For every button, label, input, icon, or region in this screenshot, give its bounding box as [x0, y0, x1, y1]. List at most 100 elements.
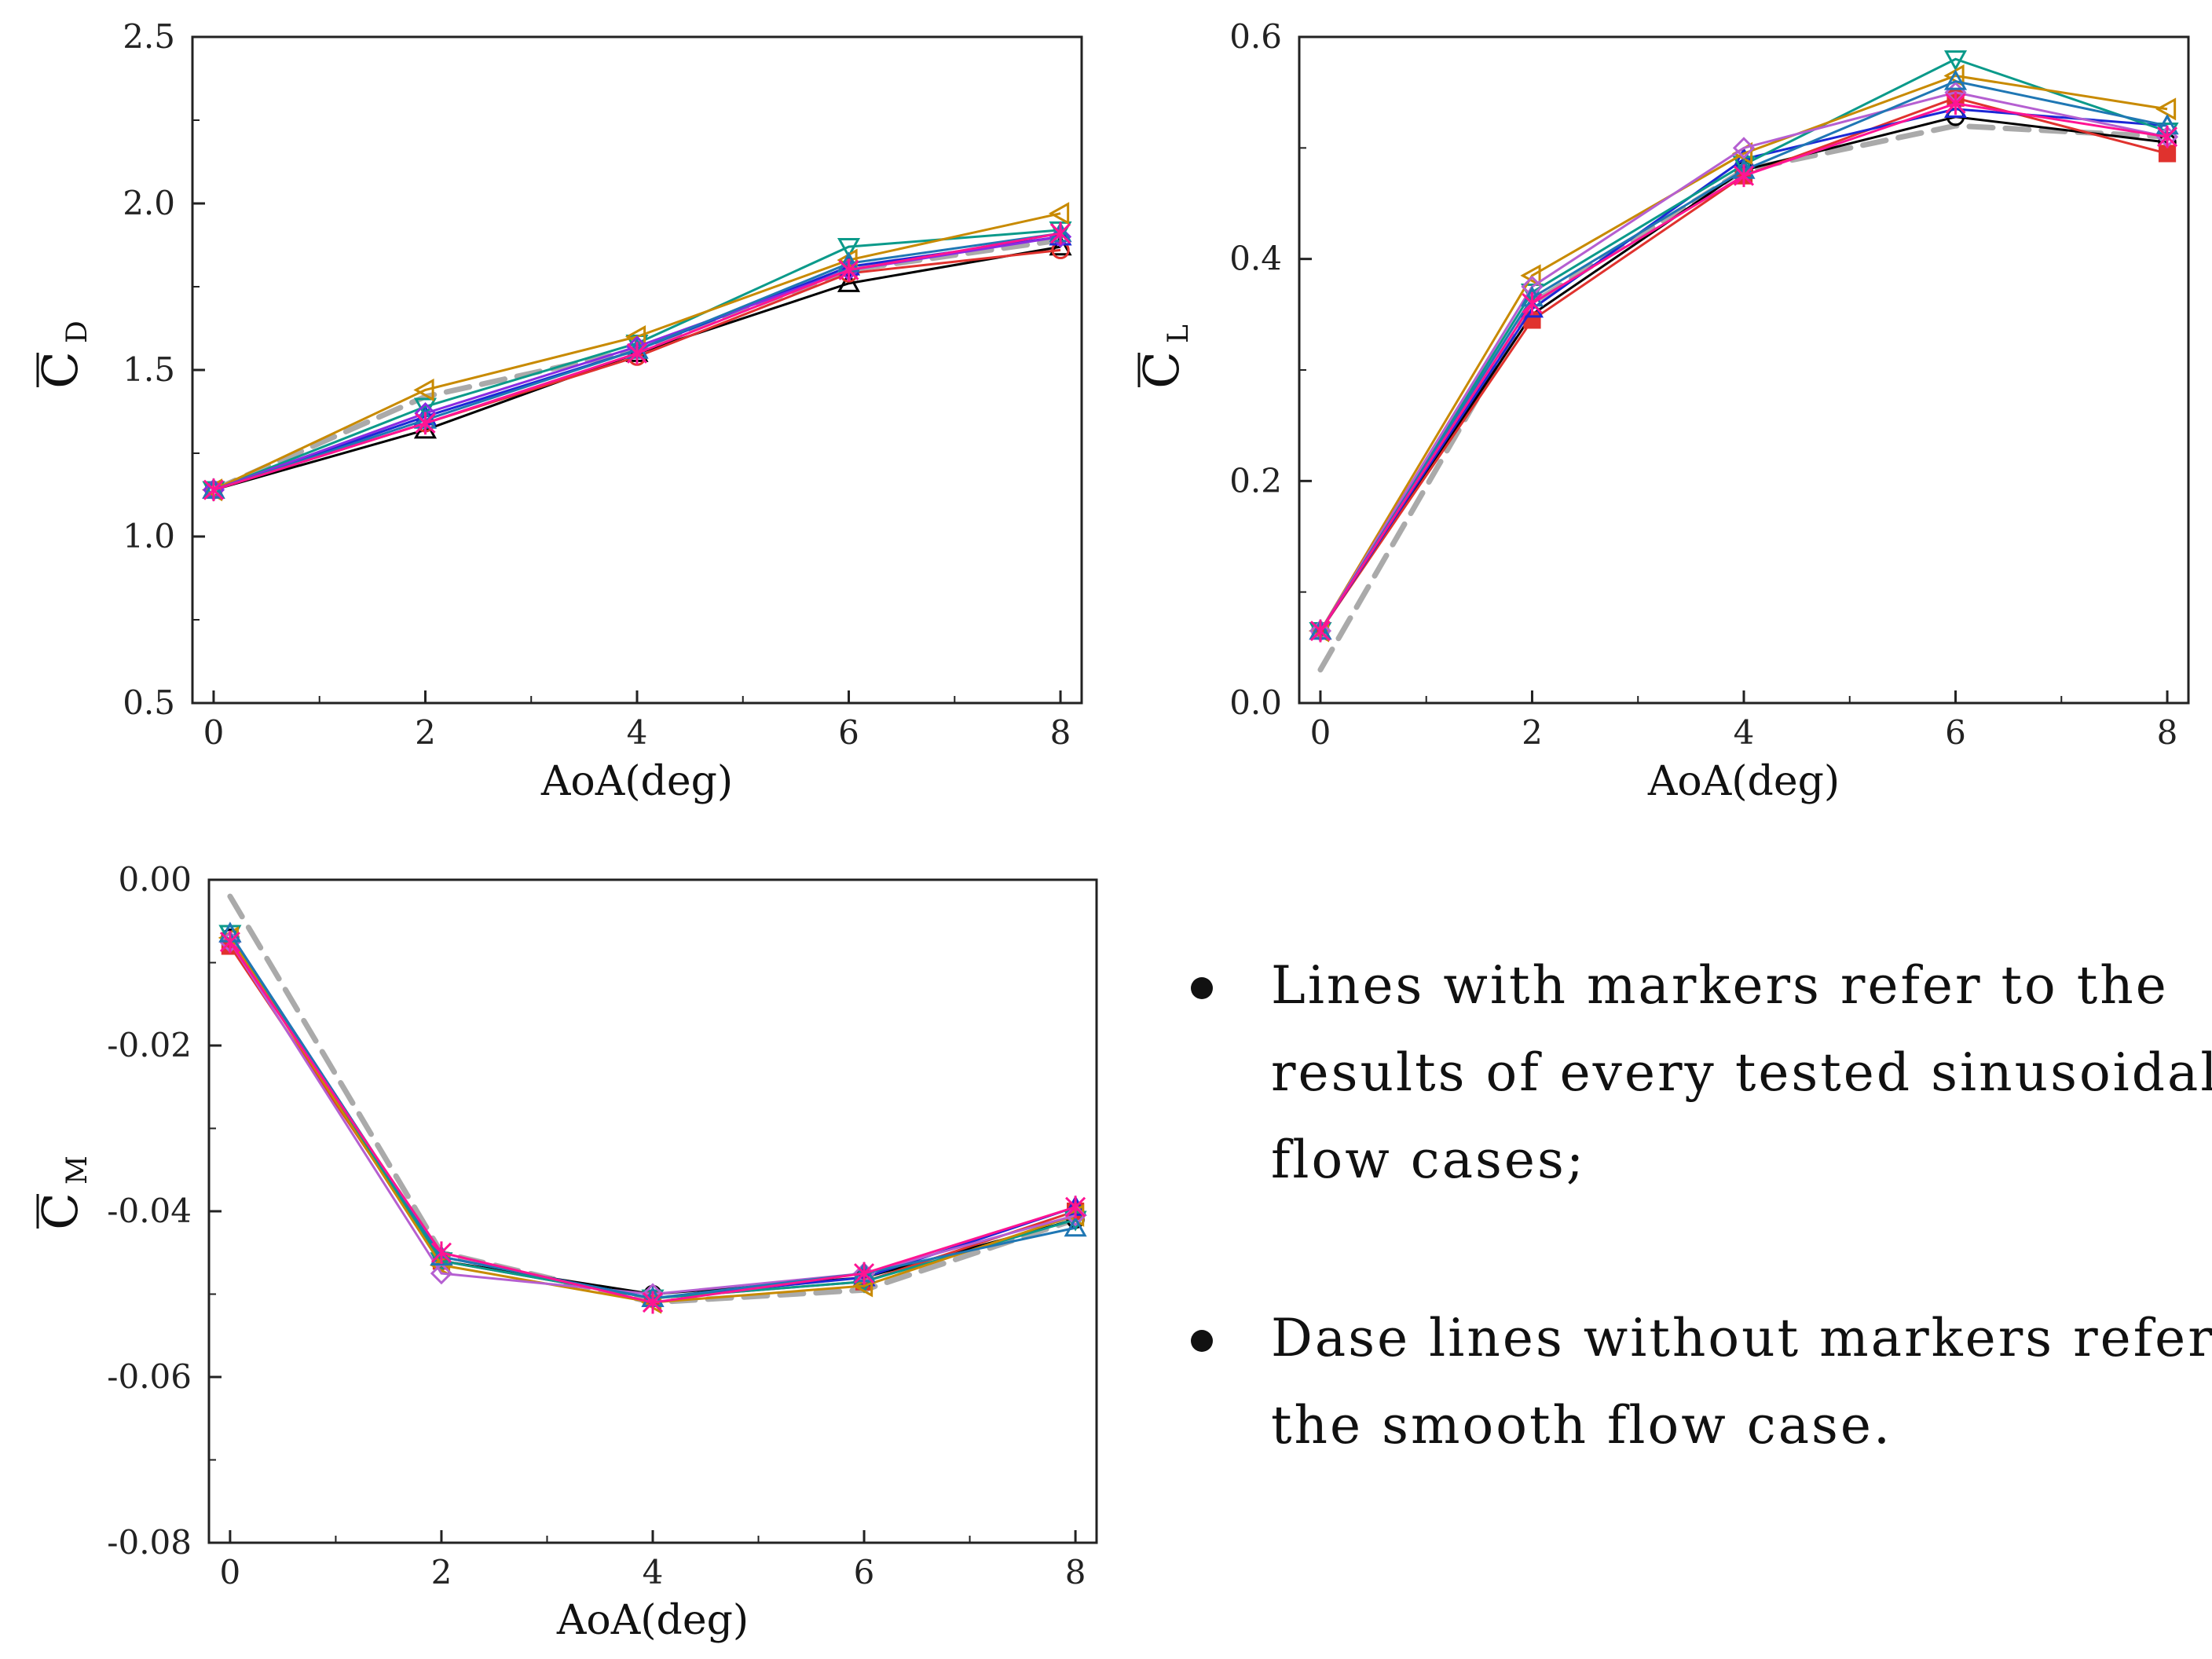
data-point-cm-case-8-3 — [853, 1262, 875, 1285]
x-tick-label-cl-3: 6 — [1945, 713, 1966, 752]
x-tick-label-cd-4: 8 — [1050, 713, 1071, 752]
y-axis-label-main-cl: C — [1133, 351, 1190, 388]
y-axis-label-main-cd: C — [31, 351, 89, 388]
data-point-cl-case-8-3 — [1945, 92, 1966, 115]
y-tick-label-cl-1: 0.2 — [1229, 461, 1282, 500]
y-tick-label-cd-3: 2.0 — [123, 184, 175, 222]
y-tick-label-cm-1: -0.06 — [107, 1357, 192, 1396]
data-point-cl-case-4-3 — [1943, 50, 1968, 71]
bullet-dot-1 — [1191, 977, 1213, 999]
tick-labels-cl: 0 2 4 6 8 0.0 0.2 0.4 0.6 — [1229, 17, 2177, 752]
y-tick-label-cl-3: 0.6 — [1229, 17, 1282, 56]
y-axis-label-sub-cd: D — [61, 320, 93, 343]
data-point-cd-case-8-3 — [838, 258, 859, 282]
y-tick-label-cl-2: 0.4 — [1229, 240, 1282, 278]
bullet-dot-2 — [1191, 1330, 1213, 1352]
series-line-cm-case-4 — [229, 932, 1076, 1300]
y-axis-label-main-cm: C — [31, 1192, 89, 1229]
series-line-cm-case-3 — [229, 932, 1076, 1300]
data-point-cl-case-8-2 — [1733, 164, 1755, 188]
smooth-flow-line-cm — [227, 893, 1079, 1306]
plot-frame-cm — [207, 878, 1098, 1544]
smooth-flow-line-cl — [1317, 123, 2170, 673]
y-axis-label-cd: C D — [31, 320, 93, 389]
series-line-cl-case-4 — [1319, 57, 2168, 632]
data-point-cd-case-5-1 — [413, 378, 434, 401]
data-point-cd-case-8-4 — [1049, 222, 1071, 245]
data-point-cm-case-7-4 — [1064, 1216, 1087, 1237]
data-point-cl-case-5-1 — [1520, 264, 1541, 287]
y-axis-label-cl: C L — [1133, 324, 1195, 389]
y-axis-label-cm: C M — [31, 1155, 93, 1230]
data-point-cl-case-7-3 — [1943, 69, 1968, 90]
data-point-cd-case-8-0 — [203, 478, 225, 502]
series-line-cm-case-1 — [229, 937, 1076, 1296]
series-line-cm-case-7 — [229, 932, 1076, 1300]
x-tick-label-cl-4: 8 — [2157, 713, 2178, 752]
x-axis-label-cm: AoA(deg) — [556, 1597, 749, 1644]
series-line-cm-case-2 — [229, 945, 1076, 1300]
series-line-cl-case-3 — [1319, 108, 2168, 632]
data-point-cl-case-2-1 — [1523, 311, 1541, 329]
series-group-cm — [218, 921, 1087, 1314]
x-tick-label-cm-4: 8 — [1065, 1553, 1086, 1591]
x-tick-label-cd-3: 6 — [838, 713, 859, 752]
y-axis-label-sub-cm: M — [61, 1155, 93, 1185]
plot-frame-cd — [191, 35, 1083, 705]
y-tick-label-cl-0: 0.0 — [1229, 683, 1282, 722]
x-tick-label-cm-0: 0 — [220, 1553, 241, 1591]
series-cm-case-8 — [219, 930, 1086, 1314]
x-tick-label-cl-1: 2 — [1522, 713, 1543, 752]
tick-labels-cm: 0 2 4 6 8 -0.08 -0.06 -0.04 -0.02 0.00 — [107, 860, 1086, 1591]
y-tick-label-cm-2: -0.04 — [107, 1192, 192, 1230]
data-point-cd-case-8-2 — [626, 342, 648, 365]
series-cd-case-2 — [204, 240, 1070, 500]
smooth-line-cl — [1317, 123, 2170, 673]
data-point-cd-case-1-4 — [1049, 235, 1072, 256]
x-tick-label-cm-1: 2 — [431, 1553, 452, 1591]
data-point-cl-case-8-4 — [2156, 125, 2178, 148]
note-1-line-3: flow cases; — [1271, 1130, 1586, 1190]
data-point-cl-case-8-0 — [1309, 619, 1331, 643]
smooth-line-cm — [227, 893, 1079, 1306]
series-cl-case-8 — [1309, 92, 2178, 643]
ticks-cl — [1299, 35, 2169, 705]
x-tick-label-cd-1: 2 — [415, 713, 436, 752]
y-tick-label-cm-3: -0.02 — [107, 1026, 192, 1064]
y-tick-label-cd-4: 2.5 — [123, 17, 175, 56]
x-tick-label-cd-0: 0 — [203, 713, 225, 752]
series-cd-case-8 — [203, 222, 1071, 502]
chart-panel-cl: 0 2 4 6 8 0.0 0.2 0.4 0.6 AoA(deg) C L — [1133, 17, 2190, 805]
note-2-line-2: the smooth flow case. — [1271, 1395, 1892, 1456]
y-tick-label-cm-0: -0.08 — [107, 1523, 192, 1562]
chart-panel-cm: 0 2 4 6 8 -0.08 -0.06 -0.04 -0.02 0.00 AoA(deg) C… — [31, 860, 1098, 1644]
x-tick-label-cl-2: 4 — [1734, 713, 1755, 752]
y-tick-label-cd-1: 1.0 — [123, 517, 175, 555]
data-point-cl-case-2-4 — [2158, 145, 2177, 163]
data-point-cd-case-4-3 — [837, 238, 861, 259]
y-tick-label-cd-0: 0.5 — [123, 683, 175, 722]
ticks-cm — [209, 878, 1077, 1544]
chart-panel-cd: 0 2 4 6 8 0.5 1.0 1.5 2.0 2.5 AoA(deg) C D — [31, 17, 1083, 805]
x-tick-label-cm-3: 6 — [854, 1553, 875, 1591]
series-line-cm-case-6 — [229, 941, 1076, 1296]
series-line-cl-case-5 — [1319, 74, 2168, 632]
y-axis-label-sub-cl: L — [1163, 324, 1195, 343]
note-1-line-2: results of every tested sinusoidal — [1271, 1042, 2212, 1103]
notes-block: Lines with markers refer to the results … — [1191, 955, 2212, 1456]
tick-labels-cd: 0 2 4 6 8 0.5 1.0 1.5 2.0 2.5 — [123, 17, 1071, 752]
x-axis-label-cl: AoA(deg) — [1647, 758, 1840, 805]
note-2-line-1: Dase lines without markers refer to — [1271, 1308, 2212, 1368]
series-line-cl-case-6 — [1319, 91, 2168, 632]
data-point-cm-case-8-4 — [1065, 1196, 1086, 1219]
data-point-cl-case-5-4 — [2155, 97, 2177, 121]
series-cl-case-1 — [1311, 108, 2177, 640]
y-tick-label-cd-2: 1.5 — [123, 350, 175, 389]
data-point-cl-case-8-1 — [1522, 291, 1543, 315]
ticks-cd — [192, 35, 1062, 705]
data-point-cd-case-5-4 — [1048, 202, 1070, 225]
plot-frame-cl — [1298, 35, 2190, 705]
series-group-cl — [1308, 50, 2179, 643]
y-tick-label-cm-4: 0.00 — [118, 860, 192, 899]
